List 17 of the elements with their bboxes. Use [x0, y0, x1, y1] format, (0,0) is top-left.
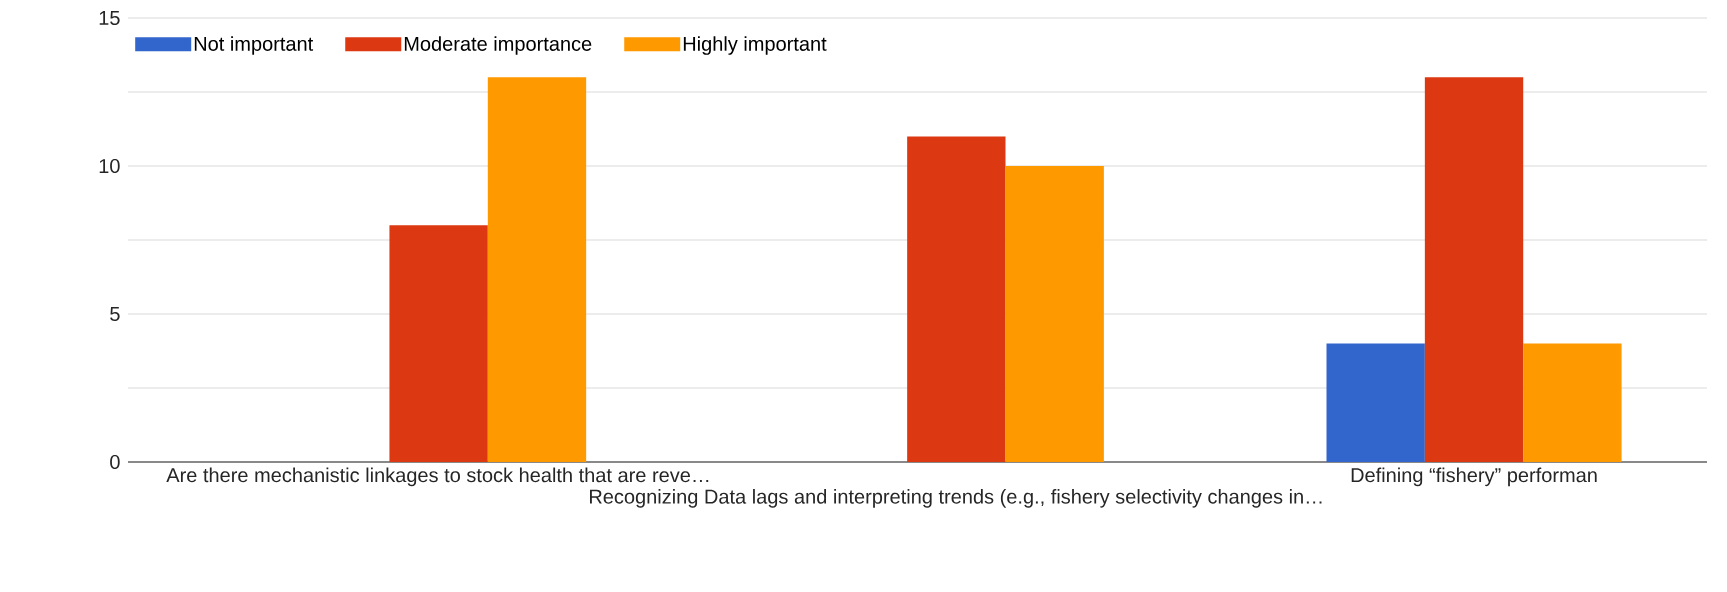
legend-label: Moderate importance — [404, 36, 592, 55]
bar — [907, 136, 1006, 462]
x-tick-label: Are there mechanistic linkages to stock health that are reve… — [166, 467, 709, 487]
bar — [1005, 166, 1104, 462]
x-tick-label: Defining “fishery” performan — [1351, 467, 1597, 487]
bar — [1523, 343, 1622, 462]
legend-label: Not important — [194, 36, 314, 55]
bar — [389, 225, 488, 462]
bar — [487, 77, 587, 462]
bar — [1424, 77, 1524, 462]
legend-label: Highly important — [683, 36, 827, 55]
y-tick-label: 15 — [99, 11, 120, 25]
x-tick-label: Recognizing Data lags and interpreting trends (e.g., fishery selectivity changes in… — [590, 489, 1322, 508]
y-tick-label: 10 — [99, 158, 120, 174]
bar — [1326, 343, 1425, 462]
y-tick-label: 5 — [110, 307, 120, 321]
y-tick-label: 0 — [110, 454, 120, 470]
